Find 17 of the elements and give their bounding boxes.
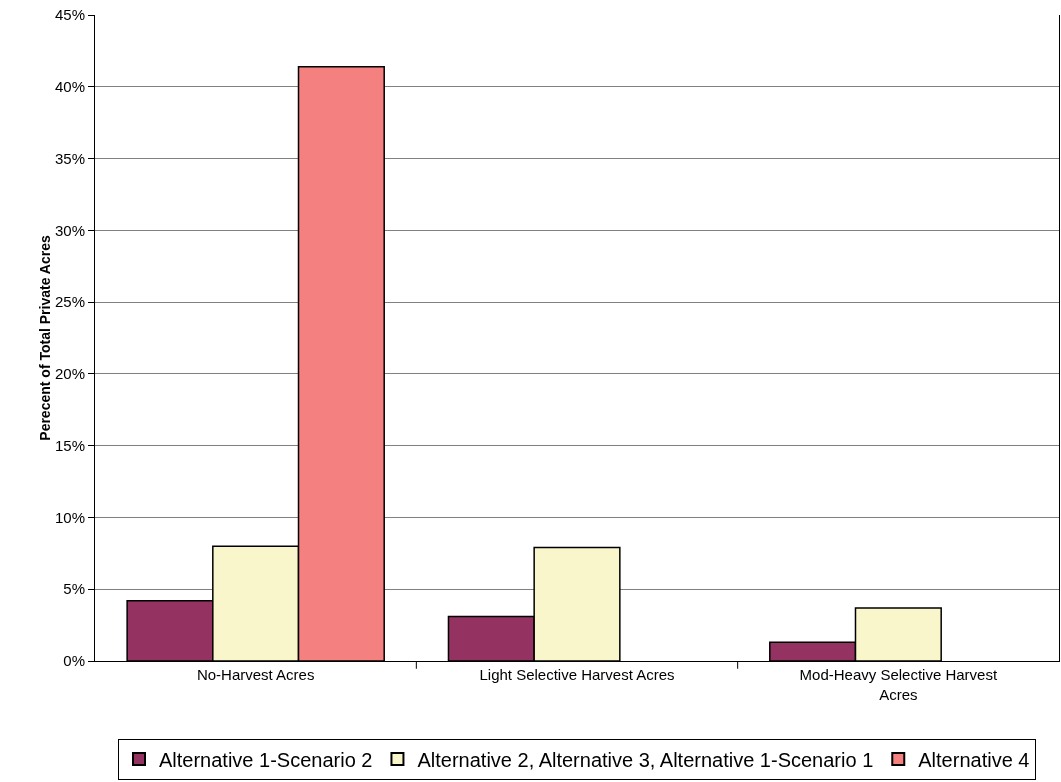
y-tick-label: 40% [54, 78, 85, 96]
y-tick-label: 35% [54, 149, 85, 167]
x-tick-label: No-Harvest Acres [196, 666, 315, 683]
legend-label: Alternative 2, Alternative 3, Alternative 1-Scenario 1 [417, 748, 874, 771]
y-tick-label: 45% [54, 6, 85, 24]
y-tick-label: 0% [63, 652, 85, 670]
y-axis-title: Perecent of Total Private Acres [36, 235, 53, 441]
legend-label: Alternative 1-Scenario 2 [159, 748, 373, 771]
legend-label: Alternative 4 [918, 748, 1030, 771]
y-tick-label: 20% [54, 365, 85, 383]
x-tick-label: Mod-Heavy Selective Harvest Acres [799, 666, 998, 703]
y-tick-label: 25% [54, 293, 85, 311]
y-tick-label: 30% [54, 221, 85, 239]
x-tick-label: Light Selective Harvest Acres [479, 666, 675, 683]
y-tick-label: 5% [63, 580, 85, 598]
y-tick-label: 10% [54, 508, 85, 526]
y-tick-label: 15% [54, 436, 85, 454]
